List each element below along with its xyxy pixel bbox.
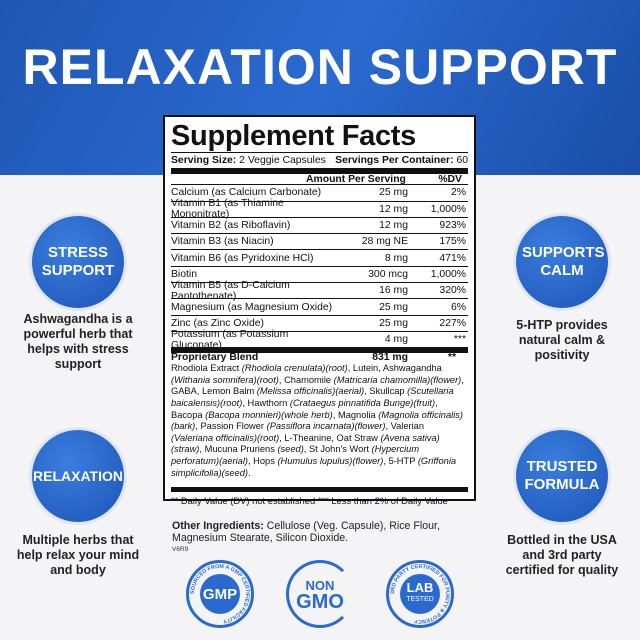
nutrient-amount: 16 mg xyxy=(379,285,408,297)
feature-desc: 5-HTP provides natural calm & positivity xyxy=(516,318,608,362)
nutrient-amount: 300 mcg xyxy=(368,268,408,280)
nutrient-row: Vitamin B6 (as Pyridoxine HCl) 8 mg 471% xyxy=(171,249,468,265)
blend-name: Proprietary Blend xyxy=(171,352,259,364)
supplement-facts-label: Supplement Facts Serving Size: 2 Veggie … xyxy=(163,115,476,506)
other-label: Other Ingredients: xyxy=(172,520,264,532)
nutrient-name: Vitamin B2 (as Riboflavin) xyxy=(171,220,291,232)
nutrient-name: Potassium (as Potassium Gluconate) xyxy=(171,328,289,351)
feature-desc: Ashwagandha is a powerful herb that help… xyxy=(23,312,133,371)
label-title: Supplement Facts xyxy=(171,120,416,152)
nutrient-name: Vitamin B5 (as D-Calcium Pantothenate) xyxy=(171,279,290,302)
nutrient-name: Calcium (as Calcium Carbonate) xyxy=(171,187,322,199)
blend-amount: 831 mg xyxy=(372,352,408,364)
lab-ring-text: 3RD PARTY CERTIFIED FOR PURITY & POTENCY xyxy=(390,564,450,624)
nutrient-row: Magnesium (as Magnesium Oxide) 25 mg 6% xyxy=(171,298,468,314)
nutrient-dv: 227% xyxy=(439,317,466,329)
nutrient-name: Vitamin B1 (as Thiamine Mononitrate) xyxy=(171,198,284,221)
nutrient-amount: 25 mg xyxy=(379,301,408,313)
nutrient-amount: 8 mg xyxy=(384,252,408,264)
non-gmo-badge-icon: NON GMO xyxy=(286,560,354,628)
svg-text:3RD PARTY CERTIFIED FOR PURITY: 3RD PARTY CERTIFIED FOR PURITY & POTENCY xyxy=(390,564,450,624)
nutrient-dv: 1,000% xyxy=(430,203,466,215)
tested-text: TESTED xyxy=(406,596,434,603)
feature-circle-stress: STRESS SUPPORT xyxy=(32,216,124,308)
nutrient-dv: 6% xyxy=(450,301,466,313)
nutrient-dv: 2% xyxy=(450,187,466,199)
nutrient-dv: *** xyxy=(453,334,466,346)
non-text: NON xyxy=(305,578,335,593)
nutrient-row: Zinc (as Zinc Oxide) 25 mg 227% xyxy=(171,314,468,331)
lab-ring-label: 3RD PARTY CERTIFIED FOR PURITY & POTENCY xyxy=(390,564,450,624)
nutrient-amount: 4 mg xyxy=(384,334,408,346)
version-code: V6R9 xyxy=(172,546,189,553)
nutrient-row: Vitamin B3 (as Niacin) 28 mg NE 175% xyxy=(171,233,468,249)
feature-title: STRESS SUPPORT xyxy=(41,244,115,279)
serving-size: 2 Veggie Capsules xyxy=(239,155,326,166)
nutrient-name: Vitamin B3 (as Niacin) xyxy=(171,236,274,248)
serving-size-label: Serving Size: xyxy=(171,155,237,166)
nutrient-dv: 175% xyxy=(439,236,466,248)
feature-desc: Bottled in the USA and 3rd party certifi… xyxy=(505,533,619,577)
gmp-badge-icon: SOURCED FROM A GMP CERTIFIED FACILITY GM… xyxy=(186,560,254,628)
page-title: RELAXATION SUPPORT xyxy=(22,39,618,95)
nutrient-row: Potassium (as Potassium Gluconate) 4 mg **… xyxy=(171,329,468,351)
feature-circle-calm: SUPPORTS CALM xyxy=(516,216,608,308)
feature-title: SUPPORTS CALM xyxy=(522,244,605,279)
feature-title: TRUSTED FORMULA xyxy=(524,458,600,493)
footnote: ** Daily Value (DV) not established *** … xyxy=(171,487,468,506)
gmo-text: GMO xyxy=(296,591,344,613)
amount-header: Amount Per Serving xyxy=(306,173,406,185)
nutrient-row: Vitamin B1 (as Thiamine Mononitrate) 12 m… xyxy=(171,198,468,221)
nutrient-row: Vitamin B5 (as D-Calcium Pantothenate) 16… xyxy=(171,280,468,302)
nutrient-amount: 25 mg xyxy=(379,187,408,199)
lab-tested-badge-icon: 3RD PARTY CERTIFIED FOR PURITY & POTENCY… xyxy=(386,560,454,628)
nutrient-row: Calcium (as Calcium Carbonate) 25 mg 2% xyxy=(171,184,468,200)
dv-header: %DV xyxy=(438,173,462,185)
svg-text:SOURCED FROM A GMP CERTIFIED F: SOURCED FROM A GMP CERTIFIED FACILITY xyxy=(190,564,250,624)
nutrient-name: Biotin xyxy=(171,268,197,280)
nutrient-dv: 320% xyxy=(439,285,466,297)
nutrient-row: Vitamin B2 (as Riboflavin) 12 mg 923% xyxy=(171,216,468,233)
blend-row: Proprietary Blend 831 mg ** xyxy=(171,347,468,364)
servings: 60 xyxy=(456,155,468,166)
feature-desc: Multiple herbs that help relax your mind… xyxy=(16,533,140,577)
nutrient-amount: 25 mg xyxy=(379,317,408,329)
blend-ingredients: Rhodiola Extract (Rhodiola crenulata)(ro… xyxy=(171,363,464,478)
gmp-text: GMP xyxy=(200,574,240,614)
feature-title: RELAXATION xyxy=(33,468,123,484)
nutrient-dv: 1,000% xyxy=(430,268,466,280)
nutrient-amount: 12 mg xyxy=(379,220,408,232)
nutrient-amount: 28 mg NE xyxy=(361,236,408,248)
column-headers: Amount Per Serving %DV xyxy=(171,168,468,185)
nutrient-row: Biotin 300 mcg 1,000% xyxy=(171,265,468,282)
nutrient-name: Vitamin B6 (as Pyridoxine HCl) xyxy=(171,252,314,264)
serving-info: Serving Size: 2 Veggie Capsules Servings… xyxy=(171,152,468,168)
other-ingredients: Other Ingredients: Cellulose (Veg. Capsu… xyxy=(172,520,472,544)
gmp-ring-text: SOURCED FROM A GMP CERTIFIED FACILITY xyxy=(190,564,250,624)
nutrient-dv: 471% xyxy=(439,252,466,264)
gmp-ring-label: SOURCED FROM A GMP CERTIFIED FACILITY xyxy=(190,564,250,624)
other-text: Cellulose (Veg. Capsule), Rice Flour, Ma… xyxy=(172,520,440,544)
blend-dv: ** xyxy=(447,352,456,364)
nutrient-name: Zinc (as Zinc Oxide) xyxy=(171,317,264,329)
nutrient-amount: 12 mg xyxy=(379,203,408,215)
lab-text: LAB xyxy=(406,580,434,595)
servings-label: Servings Per Container: xyxy=(335,155,454,166)
nutrient-name: Magnesium (as Magnesium Oxide) xyxy=(171,301,333,313)
feature-circle-trusted: TRUSTED FORMULA xyxy=(516,430,608,522)
feature-circle-relaxation: RELAXATION xyxy=(32,430,124,522)
nutrient-dv: 923% xyxy=(439,220,466,232)
